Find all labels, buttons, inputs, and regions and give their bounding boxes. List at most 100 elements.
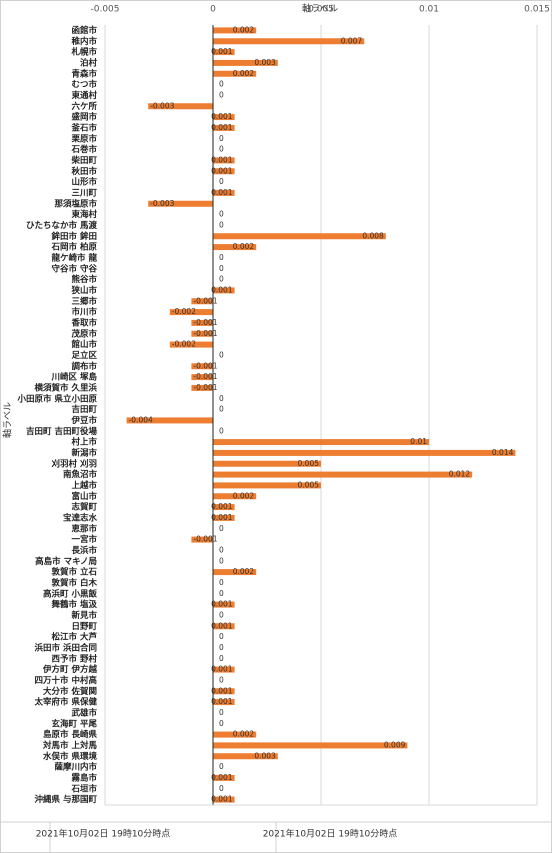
y-tick-label: 刈羽村 刈羽 xyxy=(52,458,97,469)
y-tick-label: 沖縄県 与那国町 xyxy=(35,794,98,805)
bar xyxy=(213,449,516,456)
y-tick-label: 稚内市 xyxy=(71,36,97,47)
y-tick-label: 札幌市 xyxy=(70,47,97,58)
value-label: 0.001 xyxy=(211,123,233,132)
value-label: 0.003 xyxy=(254,751,276,760)
y-tick-label: 伊方町 伊方越 xyxy=(42,664,97,675)
value-label: 0.001 xyxy=(211,112,233,121)
value-label: 0.001 xyxy=(211,600,233,609)
y-tick-label: 三川町 xyxy=(71,188,97,198)
value-label: 0 xyxy=(219,394,224,403)
y-tick-label: 函館市 xyxy=(71,25,97,36)
y-tick-label: 霧島市 xyxy=(70,772,97,783)
y-tick-label: 日野町 xyxy=(71,622,97,632)
value-label: 0 xyxy=(219,762,224,771)
bar xyxy=(213,623,235,630)
bar xyxy=(191,536,213,543)
value-label: 0 xyxy=(219,643,224,652)
y-tick-label: 大分市 佐賀関 xyxy=(43,686,97,697)
x-axis-title: 軸ラベル xyxy=(302,3,338,15)
y-tick-label: 栗原市 xyxy=(70,133,97,144)
y-tick-label: 薩摩川内市 xyxy=(54,762,97,773)
y-tick-label: 水俣市 県環境 xyxy=(42,751,97,762)
y-tick-label: 志賀町 xyxy=(71,502,97,513)
value-label: 0 xyxy=(219,708,224,717)
value-label: 0.005 xyxy=(298,459,320,468)
y-tick-label: 石巻市 xyxy=(70,144,97,155)
value-label: 0 xyxy=(219,145,224,154)
y-tick-label: 一宮市 xyxy=(71,534,97,545)
value-label: 0.001 xyxy=(211,697,233,706)
y-tick-label: 太宰府市 県保健 xyxy=(34,697,98,708)
y-tick-label: 柴田町 xyxy=(70,155,97,166)
y-tick-label: 村上市 xyxy=(71,437,97,448)
value-label: 0.008 xyxy=(362,231,384,240)
value-label: 0.001 xyxy=(211,621,233,630)
y-tick-label: 玄海町 平尾 xyxy=(52,718,98,729)
y-axis-title: 軸ラベル xyxy=(2,402,14,438)
y-tick-label: 伊豆市 xyxy=(70,415,97,426)
bar xyxy=(213,168,235,175)
y-tick-label: 秋田市 xyxy=(70,166,97,177)
y-tick-label: 敦賀市 白木 xyxy=(52,577,98,588)
bar xyxy=(191,319,213,326)
bar xyxy=(213,482,321,489)
bar xyxy=(213,688,235,695)
value-label: 0.002 xyxy=(233,25,255,34)
bar xyxy=(213,569,257,576)
value-label: 0 xyxy=(219,253,224,262)
value-label: 0.001 xyxy=(211,155,233,164)
x-tick-label: -0.005 xyxy=(90,5,119,15)
value-label: -0.004 xyxy=(129,415,153,424)
value-label: 0 xyxy=(219,275,224,284)
value-label: 0 xyxy=(219,80,224,89)
value-label: 0 xyxy=(219,177,224,186)
value-label: -0.003 xyxy=(150,101,174,110)
bar xyxy=(213,157,235,164)
bar xyxy=(126,417,213,424)
value-label: 0 xyxy=(219,350,224,359)
bar xyxy=(213,753,278,760)
value-label: 0.005 xyxy=(298,480,320,489)
y-tick-label: 館山市 xyxy=(70,339,97,350)
bar xyxy=(213,38,365,45)
value-label: 0 xyxy=(219,556,224,565)
value-label: 0.001 xyxy=(211,166,233,175)
bar xyxy=(191,298,213,305)
bar xyxy=(213,514,235,521)
value-label: 0 xyxy=(219,719,224,728)
y-tick-label: 島原市 長崎県 xyxy=(43,729,97,740)
y-tick-label: 新見市 xyxy=(71,610,97,621)
bar xyxy=(213,601,235,608)
bar xyxy=(213,796,235,803)
y-tick-label: 武雄市 xyxy=(71,707,97,718)
y-tick-label: 那須塩原市 xyxy=(54,198,97,209)
value-label: 0.012 xyxy=(449,470,471,479)
y-tick-label: 高浜町 小黒飯 xyxy=(43,588,97,599)
value-label: 0.001 xyxy=(211,502,233,511)
value-label: -0.001 xyxy=(193,318,217,327)
y-tick-label: 盛岡市 xyxy=(71,112,97,123)
value-label: 0 xyxy=(219,784,224,793)
value-label: 0.002 xyxy=(233,242,255,251)
footer-label: 2021年10月02日 19時10分時点 xyxy=(36,828,171,840)
bar xyxy=(148,103,213,110)
value-label: 0 xyxy=(219,134,224,143)
y-tick-label: 茂原市 xyxy=(70,328,97,339)
value-label: 0.002 xyxy=(233,567,255,576)
bar xyxy=(213,471,473,478)
bar xyxy=(213,287,235,294)
value-label: -0.001 xyxy=(193,383,217,392)
value-label: -0.001 xyxy=(193,329,217,338)
y-tick-label: 守谷市 守谷 xyxy=(52,263,98,274)
y-tick-label: 山形市 xyxy=(71,177,97,188)
bar xyxy=(213,70,257,77)
y-tick-label: 富山市 xyxy=(71,491,97,502)
bar xyxy=(213,244,257,251)
y-tick-label: 狭山市 xyxy=(70,285,97,296)
bar xyxy=(213,742,408,749)
bar xyxy=(191,384,213,391)
value-label: 0 xyxy=(219,524,224,533)
y-tick-label: 南魚沼市 xyxy=(63,469,98,480)
